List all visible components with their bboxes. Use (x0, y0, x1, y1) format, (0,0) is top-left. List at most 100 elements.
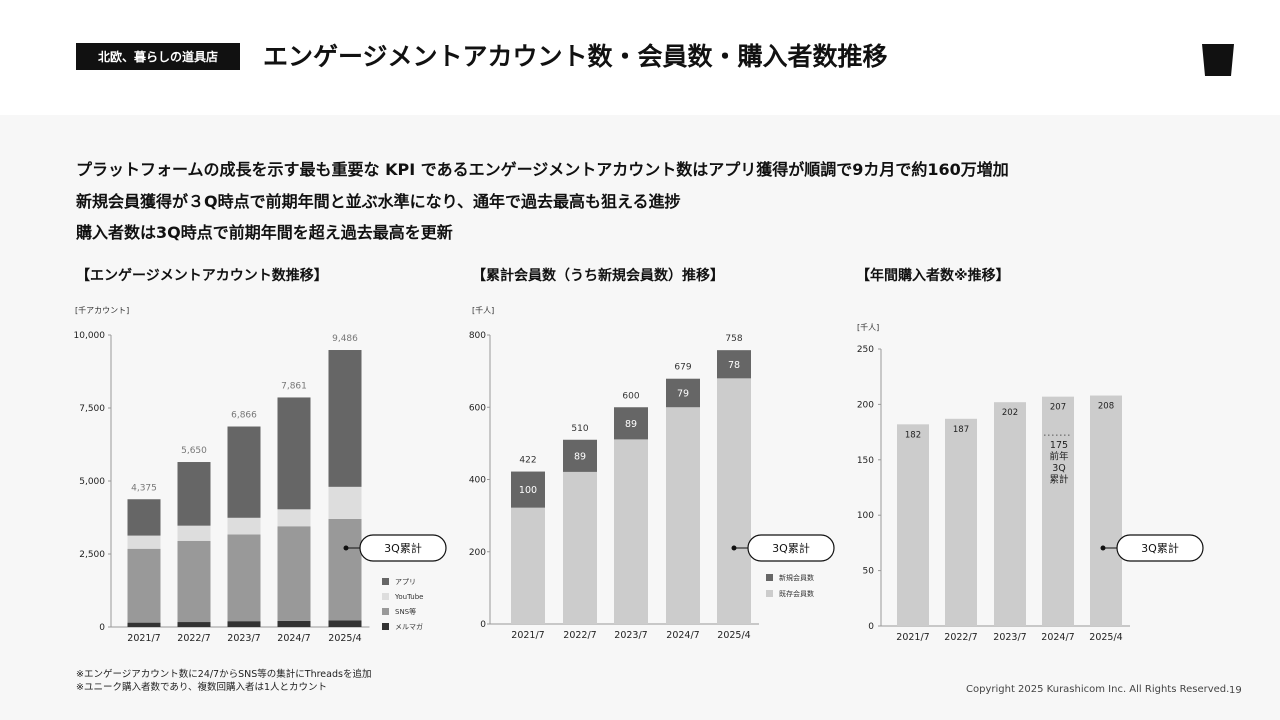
mem-new-member-label: 100 (519, 485, 537, 496)
eng-legend-swatch (382, 578, 389, 585)
mem-y-tick-label: 0 (480, 620, 486, 630)
pur-prev-year-marker-label: 累計 (1049, 474, 1069, 486)
pur-bar (1042, 396, 1074, 626)
header-bar: 北欧、暮らしの道具店 エンゲージメントアカウント数・会員数・購入者数推移 (0, 0, 1280, 115)
pur-prev-year-marker-label: 3Q (1052, 463, 1066, 474)
footnote-1: ※エンゲージアカウント数に24/7からSNS等の集計にThreadsを追加 (76, 669, 372, 680)
pur-prev-year-marker-label: 175 (1050, 440, 1068, 451)
eng-bar-segment (127, 499, 161, 536)
eng-bar-segment (227, 426, 261, 518)
pur-y-tick-label: 200 (857, 400, 874, 410)
pur-y-tick-label: 100 (857, 511, 874, 521)
mem-legend-swatch (766, 574, 773, 581)
eng-bar-segment (277, 509, 311, 527)
eng-bar-segment (277, 620, 311, 627)
eng-legend-label: SNS等 (395, 607, 416, 616)
mem-bar-segment (666, 378, 700, 408)
mem-bar-segment (717, 378, 751, 624)
mem-new-member-label: 89 (574, 451, 586, 462)
eng-total-label: 5,650 (181, 446, 207, 456)
pur-callout-pill (1116, 534, 1204, 562)
mem-y-tick-label: 400 (469, 476, 486, 486)
pur-y-tick-label: 0 (868, 622, 874, 632)
eng-bar-segment (177, 462, 211, 526)
mem-x-tick-label: 2022/7 (563, 630, 596, 641)
eng-x-tick-label: 2025/4 (328, 633, 361, 644)
mem-bar-segment (563, 471, 597, 624)
mem-total-label: 758 (725, 334, 742, 344)
mem-total-label: 679 (674, 363, 691, 373)
chart-title-members: 【累計会員数（うち新規会員数）推移】 (472, 268, 724, 284)
summary-line-2: 新規会員獲得が３Q時点で前期年間と並ぶ水準になり、通年で過去最高も狙える進捗 (76, 191, 681, 211)
eng-bar-segment (277, 397, 311, 510)
eng-unit-label: [千アカウント] (75, 305, 129, 315)
pur-bar (994, 402, 1026, 626)
pur-y-tick-label: 150 (857, 456, 874, 466)
page-title: エンゲージメントアカウント数・会員数・購入者数推移 (263, 42, 888, 71)
mem-x-tick-label: 2025/4 (717, 630, 750, 641)
eng-bar-segment (127, 535, 161, 549)
pur-bar-value-label: 187 (953, 425, 969, 435)
mem-bar-segment (717, 350, 751, 379)
summary-block: プラットフォームの成長を示す最も重要な KPI であるエンゲージメントアカウント… (76, 154, 1009, 249)
eng-bar-segment (328, 350, 362, 487)
pur-callout-text: 3Q累計 (1141, 541, 1179, 555)
eng-callout-text: 3Q累計 (384, 541, 422, 555)
eng-bar-segment (127, 548, 161, 623)
mem-total-label: 510 (571, 424, 588, 434)
page-number: 19 (1229, 685, 1242, 696)
eng-legend-label: YouTube (394, 593, 423, 601)
pur-y-tick-label: 50 (863, 567, 875, 577)
mem-bar-segment (511, 507, 545, 624)
summary-line-3: 購入者数は3Q時点で前期年間を超え過去最高を更新 (76, 223, 453, 242)
eng-total-label: 7,861 (281, 381, 307, 391)
pur-bar (897, 424, 929, 626)
eng-y-tick-label: 7,500 (79, 404, 105, 414)
eng-bar-segment (328, 486, 362, 519)
mem-bar-segment (614, 407, 648, 440)
eng-legend-swatch (382, 623, 389, 630)
mem-bar-segment (666, 407, 700, 624)
pur-x-tick-label: 2025/4 (1089, 632, 1122, 643)
brand-logo-icon (1202, 44, 1234, 76)
mem-x-tick-label: 2024/7 (666, 630, 699, 641)
mem-y-tick-label: 800 (469, 331, 486, 341)
footnote-2: ※ユニーク購入者数であり、複数回購入者は1人とカウント (76, 682, 328, 693)
mem-new-member-label: 78 (728, 360, 740, 371)
mem-unit-label: [千人] (472, 305, 494, 315)
pur-prev-year-marker-label: 前年 (1049, 451, 1069, 463)
eng-total-label: 9,486 (332, 334, 358, 344)
eng-bar-segment (227, 621, 261, 627)
pur-bar-value-label: 202 (1002, 408, 1018, 418)
eng-bar-segment (227, 534, 261, 622)
mem-bar-segment (563, 439, 597, 472)
pur-x-tick-label: 2023/7 (993, 632, 1026, 643)
eng-bar-segment (328, 518, 362, 621)
pur-y-tick-label: 250 (857, 345, 874, 355)
pur-bar-value-label: 207 (1050, 403, 1066, 413)
eng-bar-segment (177, 622, 211, 627)
eng-legend-swatch (382, 608, 389, 615)
eng-total-label: 6,866 (231, 411, 257, 421)
pur-bar (1090, 395, 1122, 626)
eng-bar-segment (227, 517, 261, 535)
chart-title-engagement: 【エンゲージメントアカウント数推移】 (76, 268, 328, 284)
eng-y-tick-label: 2,500 (79, 550, 105, 560)
mem-bar-segment (511, 471, 545, 508)
eng-y-tick-label: 10,000 (74, 331, 106, 341)
mem-new-member-label: 89 (625, 419, 637, 430)
pur-x-tick-label: 2021/7 (896, 632, 929, 643)
pur-unit-label: [千人] (857, 322, 879, 332)
eng-y-tick-label: 5,000 (79, 477, 105, 487)
eng-callout-pill (359, 534, 447, 562)
mem-total-label: 422 (519, 456, 536, 466)
mem-y-tick-label: 600 (469, 403, 486, 413)
brand-badge: 北欧、暮らしの道具店 (76, 43, 240, 70)
eng-y-tick-label: 0 (99, 623, 105, 633)
eng-x-tick-label: 2024/7 (277, 633, 310, 644)
summary-line-1: プラットフォームの成長を示す最も重要な KPI であるエンゲージメントアカウント… (76, 160, 1009, 179)
mem-legend-label: 既存会員数 (779, 589, 814, 598)
mem-callout-text: 3Q累計 (772, 541, 810, 555)
copyright-text: Copyright 2025 Kurashicom Inc. All Right… (966, 684, 1230, 695)
